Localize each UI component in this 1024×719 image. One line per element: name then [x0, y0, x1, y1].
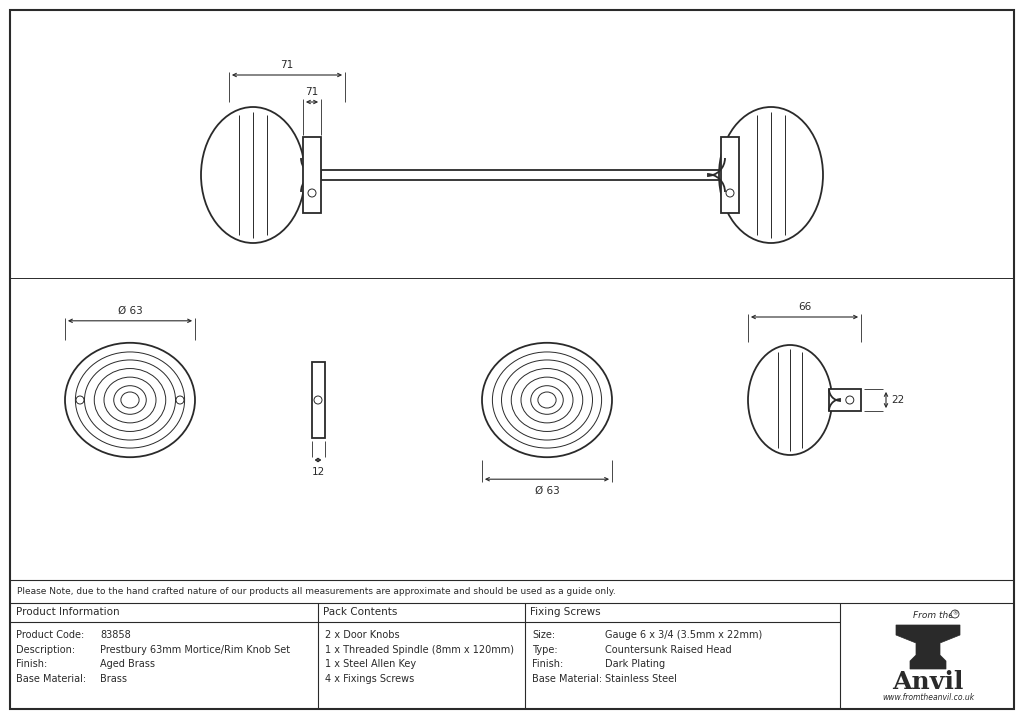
Text: Ø 63: Ø 63 — [535, 486, 559, 496]
Text: Base Material:: Base Material: — [532, 674, 602, 684]
Text: Countersunk Raised Head: Countersunk Raised Head — [605, 645, 731, 655]
Text: Fixing Screws: Fixing Screws — [530, 607, 601, 617]
Text: Anvil: Anvil — [892, 670, 964, 694]
Text: ®: ® — [952, 611, 957, 616]
Text: Base Material:: Base Material: — [16, 674, 86, 684]
Text: 1 x Steel Allen Key: 1 x Steel Allen Key — [325, 659, 416, 669]
Text: Finish:: Finish: — [16, 659, 47, 669]
Ellipse shape — [482, 343, 612, 457]
Circle shape — [176, 396, 184, 404]
Text: Product Code:: Product Code: — [16, 630, 84, 640]
Text: Please Note, due to the hand crafted nature of our products all measurements are: Please Note, due to the hand crafted nat… — [17, 587, 615, 595]
Text: Dark Plating: Dark Plating — [605, 659, 666, 669]
Text: Product Information: Product Information — [16, 607, 120, 617]
Text: 4 x Fixings Screws: 4 x Fixings Screws — [325, 674, 415, 684]
Text: Finish:: Finish: — [532, 659, 563, 669]
Text: From the: From the — [912, 610, 953, 620]
Text: Stainless Steel: Stainless Steel — [605, 674, 677, 684]
Text: Size:: Size: — [532, 630, 555, 640]
Text: Aged Brass: Aged Brass — [100, 659, 155, 669]
Circle shape — [314, 396, 322, 404]
Text: 71: 71 — [281, 60, 294, 70]
Circle shape — [951, 610, 959, 618]
Text: 66: 66 — [798, 302, 811, 312]
Text: Type:: Type: — [532, 645, 558, 655]
Bar — [311, 362, 325, 438]
Text: Prestbury 63mm Mortice/Rim Knob Set: Prestbury 63mm Mortice/Rim Knob Set — [100, 645, 290, 655]
Circle shape — [308, 189, 316, 197]
Text: 22: 22 — [891, 395, 904, 405]
Text: 71: 71 — [305, 87, 318, 97]
Bar — [721, 137, 739, 213]
Bar — [321, 170, 721, 180]
Ellipse shape — [65, 343, 195, 457]
Text: Ø 63: Ø 63 — [118, 306, 142, 316]
Text: Brass: Brass — [100, 674, 127, 684]
Text: Gauge 6 x 3/4 (3.5mm x 22mm): Gauge 6 x 3/4 (3.5mm x 22mm) — [605, 630, 762, 640]
Text: Pack Contents: Pack Contents — [323, 607, 397, 617]
Text: 12: 12 — [311, 467, 325, 477]
Circle shape — [726, 189, 734, 197]
Bar — [829, 389, 861, 411]
Circle shape — [846, 396, 854, 404]
Text: 83858: 83858 — [100, 630, 131, 640]
Ellipse shape — [719, 107, 823, 243]
Text: www.fromtheanvil.co.uk: www.fromtheanvil.co.uk — [882, 692, 974, 702]
Text: 1 x Threaded Spindle (8mm x 120mm): 1 x Threaded Spindle (8mm x 120mm) — [325, 645, 514, 655]
Ellipse shape — [748, 345, 831, 455]
Ellipse shape — [201, 107, 305, 243]
Circle shape — [76, 396, 84, 404]
Text: Description:: Description: — [16, 645, 75, 655]
Bar — [303, 137, 321, 213]
Text: 2 x Door Knobs: 2 x Door Knobs — [325, 630, 399, 640]
Polygon shape — [896, 625, 961, 669]
